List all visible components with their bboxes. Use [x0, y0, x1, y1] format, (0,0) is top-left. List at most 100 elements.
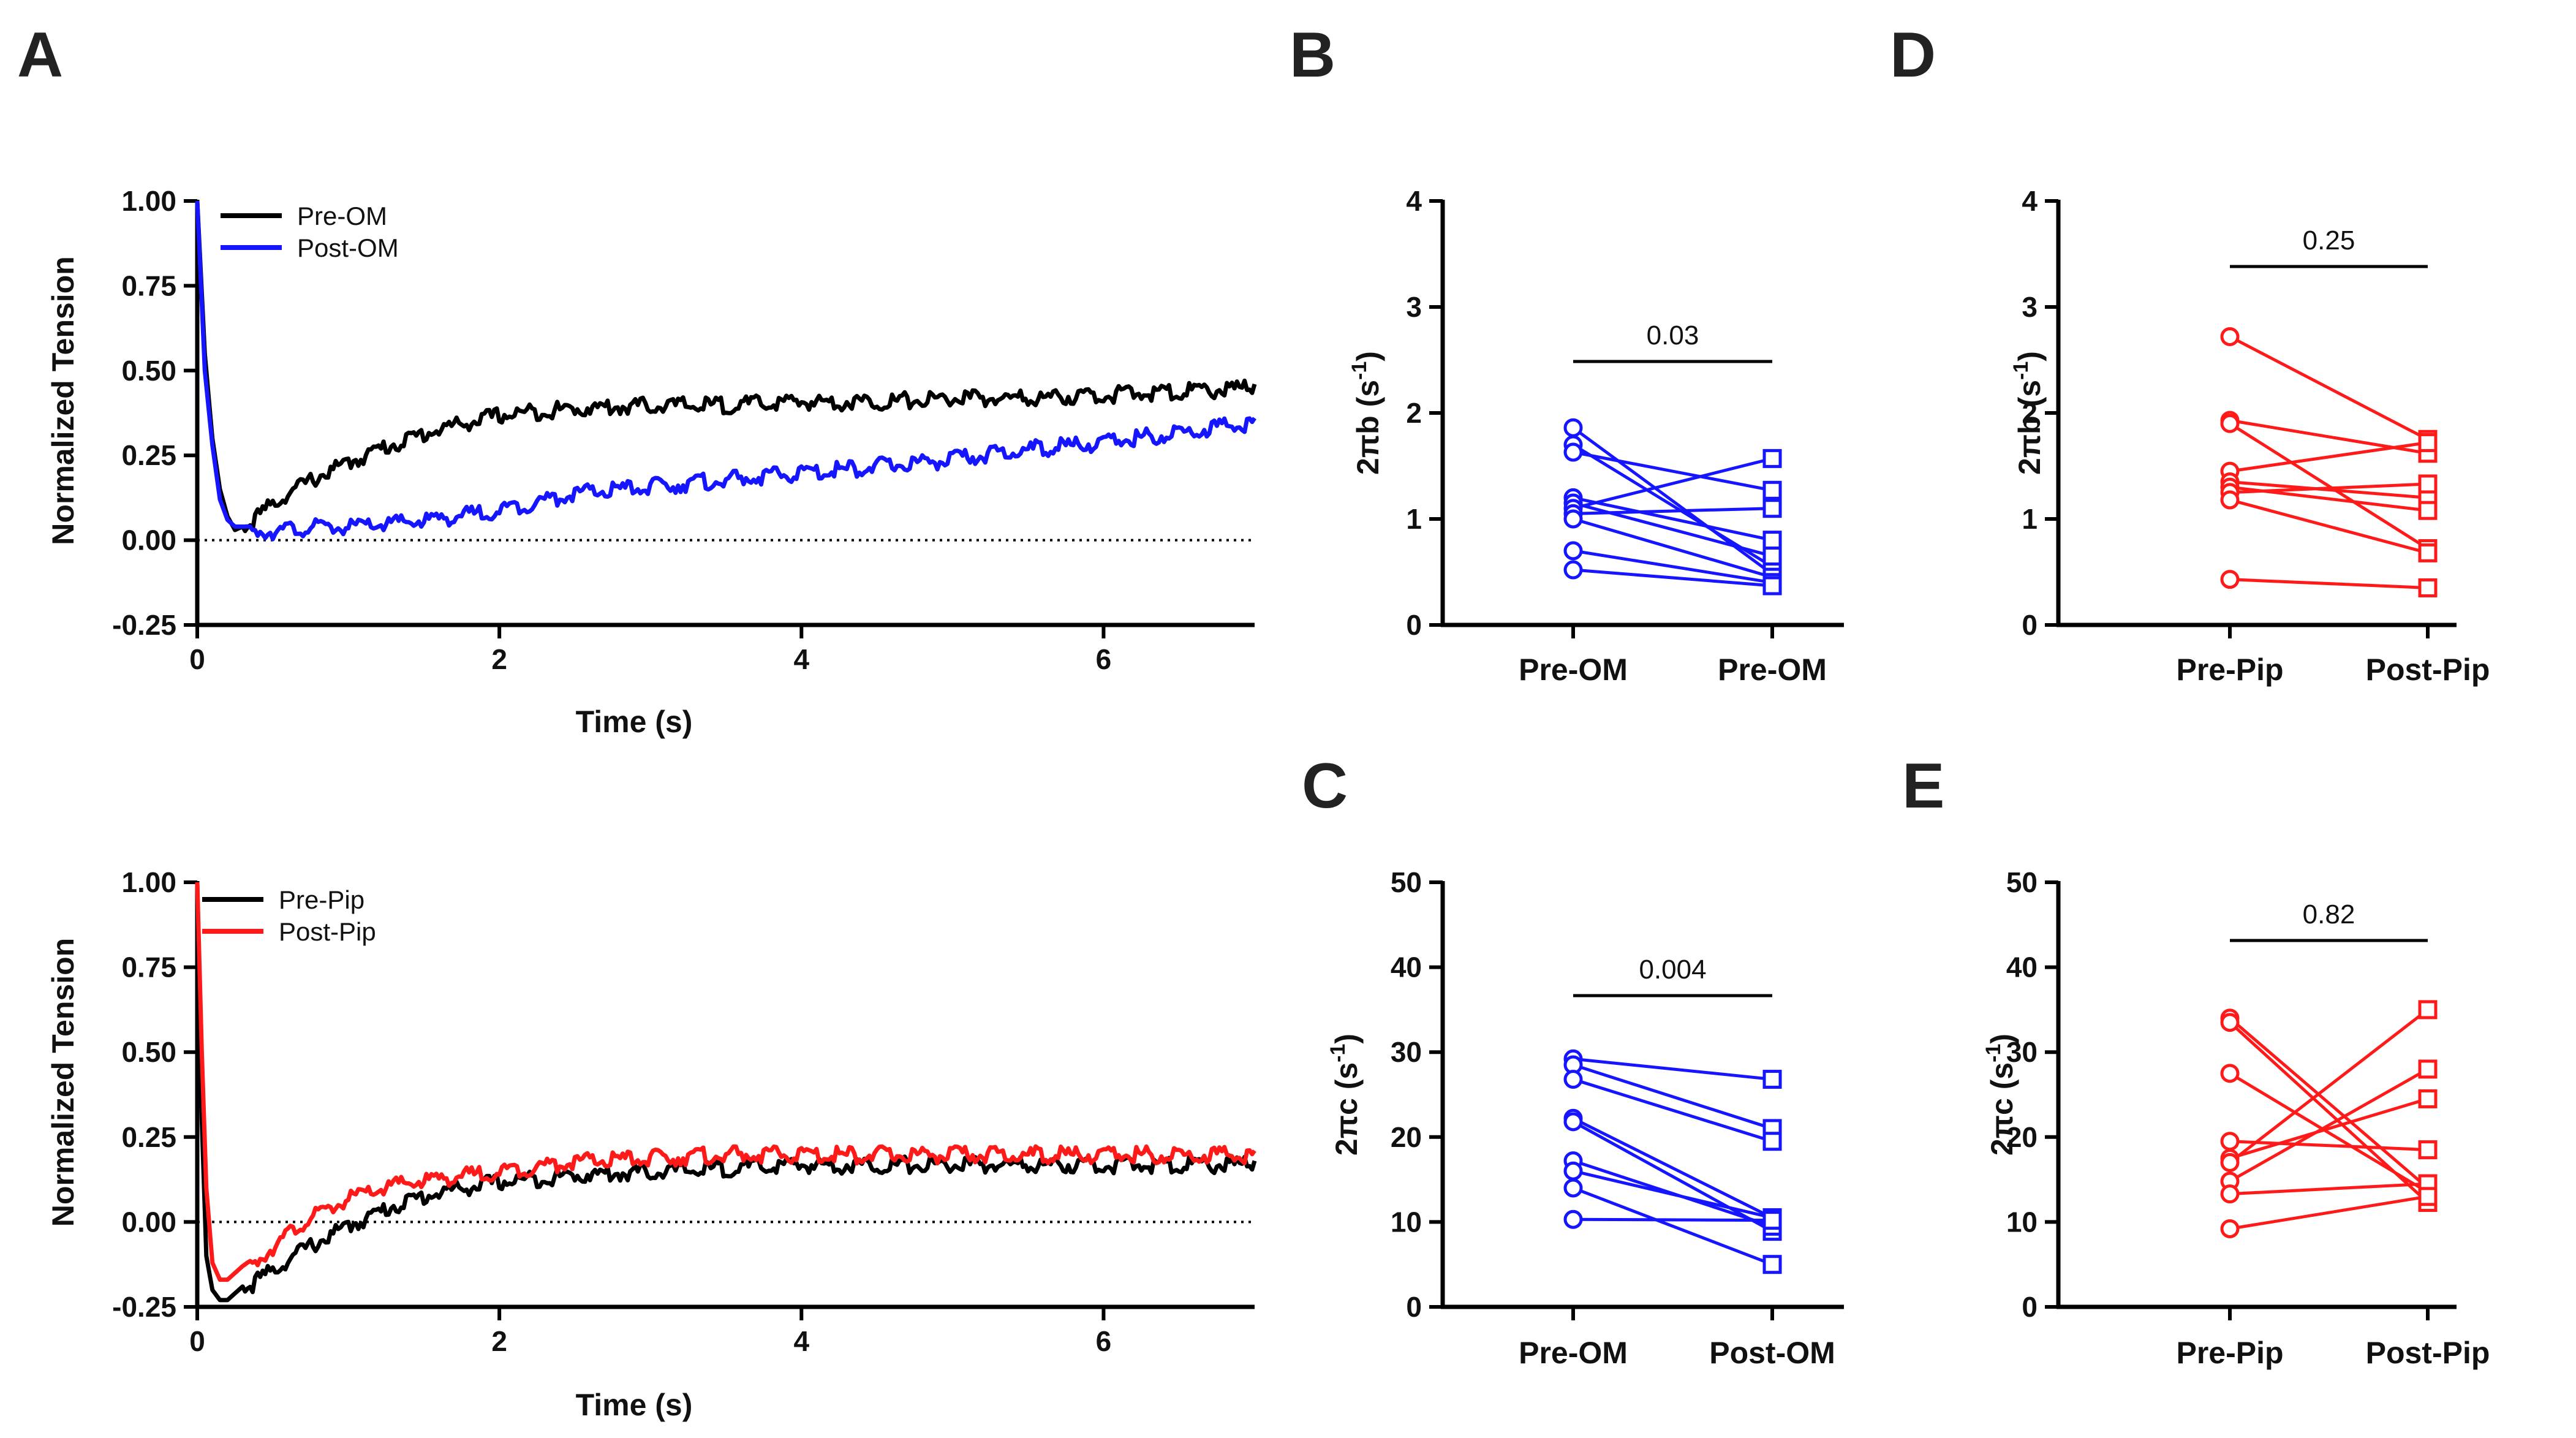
post-point: [1762, 576, 1782, 596]
pre-point: [1563, 1161, 1583, 1181]
pair-line: [1573, 549, 1773, 585]
post-point: [1762, 1211, 1782, 1230]
y-axis-title-close: ): [1351, 351, 1385, 361]
pair-line: [1573, 1186, 1773, 1266]
y-tick-label: 0.75: [121, 952, 176, 983]
pre-point: [2220, 1132, 2240, 1151]
paired-chart-e: 0 10 20 30 40 50 Pre-Pip Post-Pip 2πc (s-1) 0.82: [1982, 866, 2490, 1370]
post-point: [1762, 499, 1782, 518]
panel-letter-d: D: [1890, 20, 1936, 91]
y-tick-label: 0.25: [121, 1121, 176, 1153]
y-tick-label: 20: [2006, 1121, 2038, 1153]
pre-point: [2220, 490, 2240, 510]
y-axis-title-main: 2πb (s: [2012, 380, 2047, 475]
panel-letter-b: B: [1290, 20, 1335, 91]
pair-line: [1573, 517, 1773, 579]
x-axis-title: Time (s): [576, 1388, 693, 1422]
category-label: Pre-Pip: [2176, 653, 2283, 687]
y-axis-title-exponent: -1: [1348, 361, 1371, 380]
post-point: [1762, 480, 1782, 500]
p-value-label: 0.82: [2303, 899, 2355, 929]
pre-point: [1563, 1070, 1583, 1089]
pre-point: [2220, 1184, 2240, 1204]
paired-chart-d: 0 1 2 3 4 Pre-Pip Post-Pip 2πb (s-1) 0.25: [2009, 185, 2490, 687]
post-point: [2418, 1000, 2438, 1020]
pair-line: [1573, 1217, 1773, 1222]
pair-line: [1573, 1169, 1773, 1219]
line-chart-pre-post-om: -0.25 0.00 0.25 0.50 0.75 1.00 0 2 4 6 Time (s) Nor…: [46, 185, 1257, 739]
pair-line: [2229, 1140, 2428, 1152]
post-point: [2418, 578, 2438, 597]
pre-point: [1563, 1112, 1583, 1132]
pre-point: [1563, 541, 1583, 561]
legend-label: Post-Pip: [279, 917, 376, 946]
y-axis-title: 2πc (s-1): [1982, 1034, 2019, 1156]
pre-point: [2220, 570, 2240, 589]
pair-line: [1573, 1063, 1773, 1130]
x-tick-label: 4: [793, 643, 809, 675]
y-axis-title-main: 2πc (s: [1329, 1062, 1364, 1156]
category-label: Pre-OM: [1519, 1336, 1628, 1370]
post-point: [2418, 543, 2438, 562]
y-axis-title-close: ): [2012, 351, 2047, 361]
y-tick-label: 10: [2006, 1206, 2038, 1238]
y-tick-label: 0.00: [121, 524, 176, 556]
y-axis-title-main: 2πc (s: [1985, 1062, 2019, 1156]
post-point: [1762, 547, 1782, 566]
pair-line: [2229, 1008, 2429, 1164]
pair-line: [2229, 422, 2429, 550]
y-tick-label: 1: [2022, 503, 2038, 535]
y-tick-label: 30: [1391, 1036, 1422, 1068]
post-point: [1762, 531, 1782, 550]
post-point: [2418, 1059, 2438, 1079]
pre-point: [1563, 509, 1583, 529]
pair-line: [1572, 426, 1773, 575]
x-tick-label: 2: [491, 643, 507, 675]
y-tick-label: 4: [2022, 185, 2038, 217]
panel-letter-c: C: [1302, 751, 1348, 822]
legend-label: Pre-OM: [297, 202, 387, 230]
pre-point: [2220, 1219, 2240, 1238]
legend-label: Pre-Pip: [279, 885, 364, 914]
y-axis-title-close: ): [1329, 1034, 1364, 1044]
post-point: [2418, 433, 2438, 452]
y-axis-title: Normalized Tension: [46, 256, 80, 545]
y-tick-label: 0.25: [121, 439, 176, 471]
pair-line: [1573, 450, 1773, 492]
pair-line: [1573, 507, 1773, 515]
legend-label: Post-OM: [297, 233, 399, 262]
pair-line: [2229, 1067, 2429, 1183]
y-tick-label: 3: [1406, 291, 1422, 323]
y-tick-label: 0: [1406, 609, 1422, 641]
pair-line: [1572, 1117, 1773, 1219]
y-axis-title: Normalized Tension: [46, 938, 80, 1227]
y-axis-title-exponent: -1: [1326, 1044, 1350, 1062]
pre-point: [2220, 1064, 2240, 1083]
x-tick-label: 6: [1096, 1325, 1112, 1357]
pair-line: [2229, 1072, 2429, 1194]
y-tick-label: 0: [2022, 609, 2038, 641]
post-point: [1762, 448, 1782, 468]
y-tick-label: 40: [1391, 952, 1422, 983]
y-tick-label: 0.75: [121, 270, 176, 301]
pre-point: [2220, 1013, 2240, 1032]
y-tick-label: -0.25: [112, 1291, 176, 1323]
y-tick-label: 3: [2022, 291, 2038, 323]
pair-line: [2229, 1016, 2429, 1189]
panel-letter-a: A: [17, 20, 63, 91]
pre-point: [1563, 442, 1583, 462]
series-line-post-om: [195, 200, 1256, 542]
pair-line: [1573, 496, 1773, 542]
x-tick-label: 0: [189, 1325, 205, 1357]
post-point: [2418, 1140, 2438, 1160]
pair-line: [1572, 1120, 1773, 1233]
post-point: [2418, 1089, 2438, 1108]
category-label: Pre-OM: [1519, 653, 1628, 687]
y-tick-label: 0: [1406, 1291, 1422, 1323]
y-tick-label: 10: [1391, 1206, 1422, 1238]
paired-chart-c: 0 10 20 30 40 50 Pre-OM Post-OM 2πc (s-1) 0.004: [1326, 866, 1844, 1370]
paired-chart-b: 0 1 2 3 4 Pre-OM Pre-OM 2πb (s-1) 0.03: [1348, 185, 1844, 687]
post-point: [2418, 474, 2438, 494]
y-tick-label: 2: [2022, 397, 2038, 429]
